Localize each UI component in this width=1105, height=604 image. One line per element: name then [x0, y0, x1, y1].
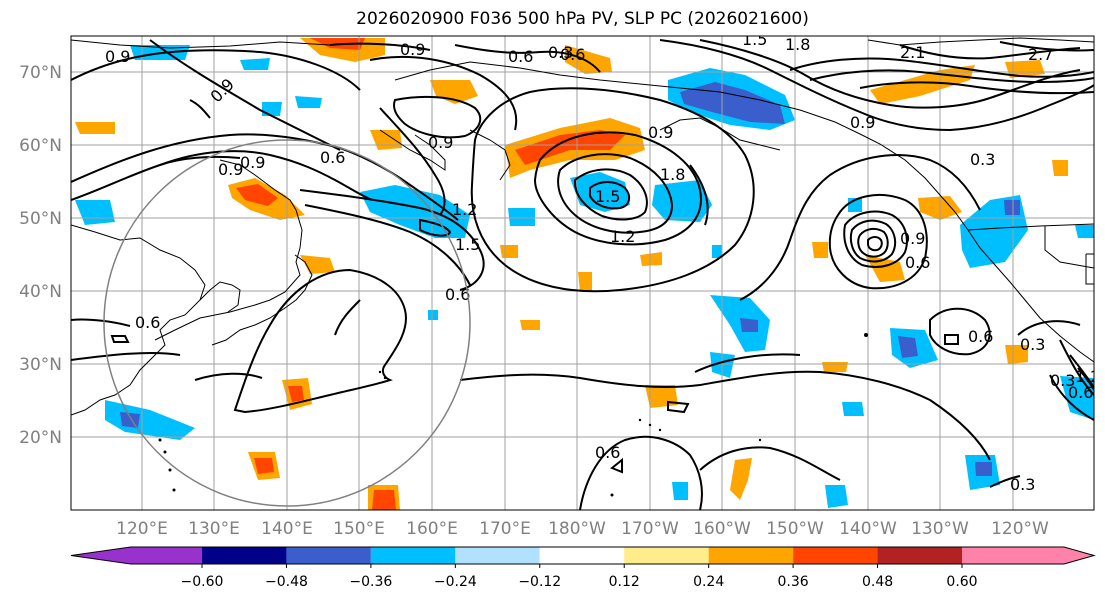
lon-label: 160°W [693, 519, 751, 539]
pv-negative-region [825, 485, 848, 508]
contour-label: 0.6 [508, 47, 533, 66]
lat-label: 40°N [19, 282, 62, 302]
slp-contours [71, 39, 1094, 510]
lon-label: 150°W [766, 519, 824, 539]
contour-label: 0.6 [135, 313, 160, 332]
contour-label: 0.3 [1010, 475, 1035, 494]
pv-negative-region [105, 400, 195, 440]
lat-label: 30°N [19, 355, 62, 375]
pv-negative-region [508, 208, 535, 226]
pv-negative-region [1060, 376, 1094, 420]
pv-negative-region [898, 336, 918, 358]
longitude-labels: 120°E 130°E 140°E 150°E 160°E 170°E 180°… [116, 519, 1049, 539]
contour-label: 2.7 [1028, 45, 1053, 64]
pv-negative-region [262, 102, 282, 116]
pv-positive-region [236, 184, 278, 206]
pv-negative-region [710, 295, 770, 352]
lon-label: 150°E [333, 519, 385, 539]
pv-negative-region [842, 402, 864, 416]
pv-positive-region [75, 122, 115, 134]
pv-positive-region [1005, 345, 1028, 364]
latitude-labels: 70°N 60°N 50°N 40°N 30°N 20°N [19, 63, 62, 448]
contour-label: 0.3 [970, 150, 995, 169]
contour-label: 0.6 [560, 45, 585, 64]
pv-positive-region [640, 252, 662, 266]
pv-negative-region [975, 462, 992, 476]
contour-label: 0.9 [428, 133, 453, 152]
contour-label: 1.8 [785, 35, 810, 54]
contour-label: 1.2 [452, 200, 477, 219]
contour-labels: 0.9 0.9 0.9 0.6 0.3 0.9 0.9 0.9 0.9 0.6 … [105, 30, 1100, 494]
pv-negative-region [680, 82, 785, 124]
contour-label: 0.6 [595, 443, 620, 462]
pv-negative-region [1004, 200, 1020, 215]
contour-label: 1.5 [742, 30, 767, 49]
contour-label: 0.6 [1068, 383, 1093, 402]
contour-label: 0.6 [905, 253, 930, 272]
pv-positive-region [1052, 160, 1068, 176]
contour-label: 0.3 [1020, 335, 1045, 354]
pv-negative-region [75, 200, 115, 225]
contour-label: 0.9 [105, 47, 130, 66]
pv-positive-region [578, 272, 592, 292]
pv-positive-region [500, 245, 518, 258]
map-frame [70, 35, 1095, 511]
lon-label: 140°E [261, 519, 313, 539]
coastlines [71, 37, 1094, 416]
lat-label: 20°N [19, 428, 62, 448]
lon-label: 130°E [188, 519, 240, 539]
lon-label: 120°W [991, 519, 1049, 539]
pv-negative-region [712, 245, 722, 258]
pv-positive-region [1005, 60, 1045, 78]
pv-positive-region [812, 242, 828, 258]
contour-label: 1.2 [1075, 367, 1100, 386]
lon-label: 170°E [479, 519, 531, 539]
lon-label: 130°W [911, 519, 969, 539]
contour-label: 0.9 [240, 153, 265, 172]
contour-label: 1.5 [455, 235, 480, 254]
pv-positive-region [288, 386, 304, 402]
chart-title: 2026020900 F036 500 hPa PV, SLP PC (2026… [356, 9, 809, 29]
pv-positive-region [730, 458, 752, 500]
pv-negative-region [428, 310, 438, 320]
pv-negative-region [740, 318, 758, 332]
lat-label: 70°N [19, 63, 62, 83]
contour-label: 0.3 [548, 43, 573, 62]
lon-label: 120°E [116, 519, 168, 539]
lon-label: 180°W [548, 519, 606, 539]
pv-negative-region [1075, 225, 1094, 238]
island-chains [158, 333, 868, 497]
contour-label: 1.2 [610, 227, 635, 246]
pv-negative-region [120, 412, 140, 428]
lon-label: 160°E [406, 519, 458, 539]
lon-label: 140°W [839, 519, 897, 539]
contour-label: 0.3 [1050, 371, 1075, 390]
contour-label: 0.6 [968, 327, 993, 346]
contour-label: 1.5 [595, 187, 620, 206]
range-circle [103, 139, 471, 507]
pv-positive-region [372, 490, 396, 510]
contour-label: 0.9 [400, 40, 425, 59]
lat-label: 60°N [19, 136, 62, 156]
contour-label: 2.1 [900, 43, 925, 62]
pv-positive-region [254, 458, 274, 474]
contour-label: 0.6 [320, 148, 345, 167]
contour-label: 0.6 [445, 285, 470, 304]
pv-negative-region [672, 482, 688, 500]
pv-negative-region [295, 96, 322, 108]
contour-label: 1.8 [660, 165, 685, 184]
contour-label: 0.9 [850, 113, 875, 132]
contour-label: 0.9 [900, 229, 925, 248]
lon-label: 170°W [621, 519, 679, 539]
pv-positive-region [520, 320, 540, 330]
contour-label: 0.9 [648, 123, 673, 142]
lat-label: 50°N [19, 209, 62, 229]
pv-negative-region [360, 185, 470, 238]
contour-label: 0.9 [218, 160, 243, 179]
pv-negative-region [240, 58, 270, 70]
